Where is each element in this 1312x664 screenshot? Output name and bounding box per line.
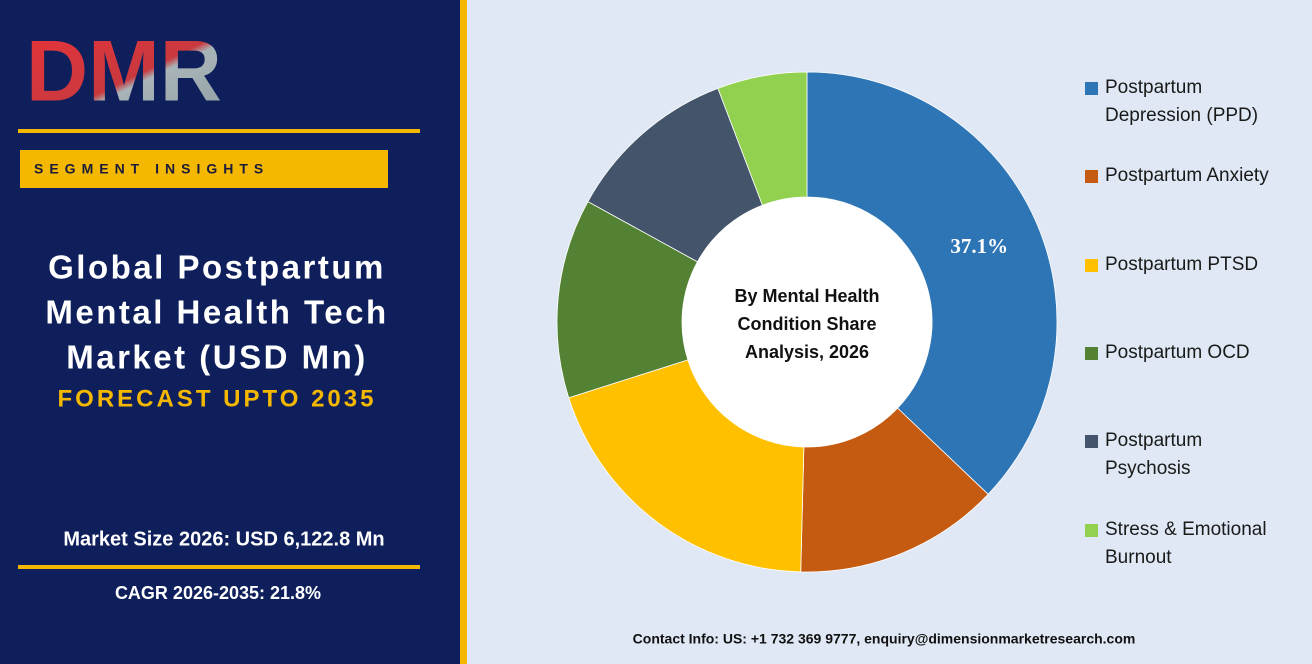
legend-label: Postpartum OCD xyxy=(1105,341,1250,363)
contact: Contact Info: US: +1 732 369 9777, enqui… xyxy=(633,631,1136,647)
legend-swatch xyxy=(1085,258,1098,272)
value-label: 37.1% xyxy=(950,234,1008,258)
slice xyxy=(717,71,808,206)
donut-hole xyxy=(682,197,932,447)
legend-item: Postpartum Anxiety xyxy=(1085,162,1275,190)
title-line: Market (USD Mn) xyxy=(66,339,368,376)
market-size: Market Size 2026: USD 6,122.8 Mn xyxy=(63,528,384,550)
legend-swatch xyxy=(1085,170,1098,184)
chart-title: By Mental Health Condition Share Analysi… xyxy=(734,286,880,362)
legend-label: Postpartum PTSD xyxy=(1105,253,1259,275)
legend-label: Postpartum Anxiety xyxy=(1105,165,1269,187)
legend-label: Postpartum Depression (PPD) xyxy=(1105,77,1259,126)
legend-label: Postpartum Psychosis xyxy=(1105,430,1203,480)
title-line: Global Postpartum xyxy=(48,249,386,286)
badge: SEGMENT INSIGHTS xyxy=(34,161,269,177)
logo: DMR xyxy=(26,24,222,120)
left-panel xyxy=(0,0,460,664)
rule xyxy=(18,565,420,569)
legend-item: Postpartum Depression (PPD) xyxy=(1085,74,1275,130)
divider xyxy=(460,0,467,664)
rule xyxy=(18,129,420,133)
legend-swatch xyxy=(1085,346,1098,360)
legend-label: Stress & Emotional Burnout xyxy=(1105,518,1267,568)
legend-item: Postpartum OCD xyxy=(1085,339,1275,367)
badge-box xyxy=(20,150,388,188)
forecast: FORECAST UPTO 2035 xyxy=(58,385,377,412)
legend-swatch xyxy=(1085,523,1098,537)
legend-swatch xyxy=(1085,435,1098,449)
legend-item: Postpartum PTSD xyxy=(1085,251,1275,279)
title-line: Mental Health Tech xyxy=(45,294,388,331)
legend-item: Postpartum Psychosis xyxy=(1085,427,1275,483)
cagr: CAGR 2026-2035: 21.8% xyxy=(115,583,321,603)
legend-item: Stress & Emotional Burnout xyxy=(1085,516,1275,572)
legend-swatch xyxy=(1085,82,1098,95)
